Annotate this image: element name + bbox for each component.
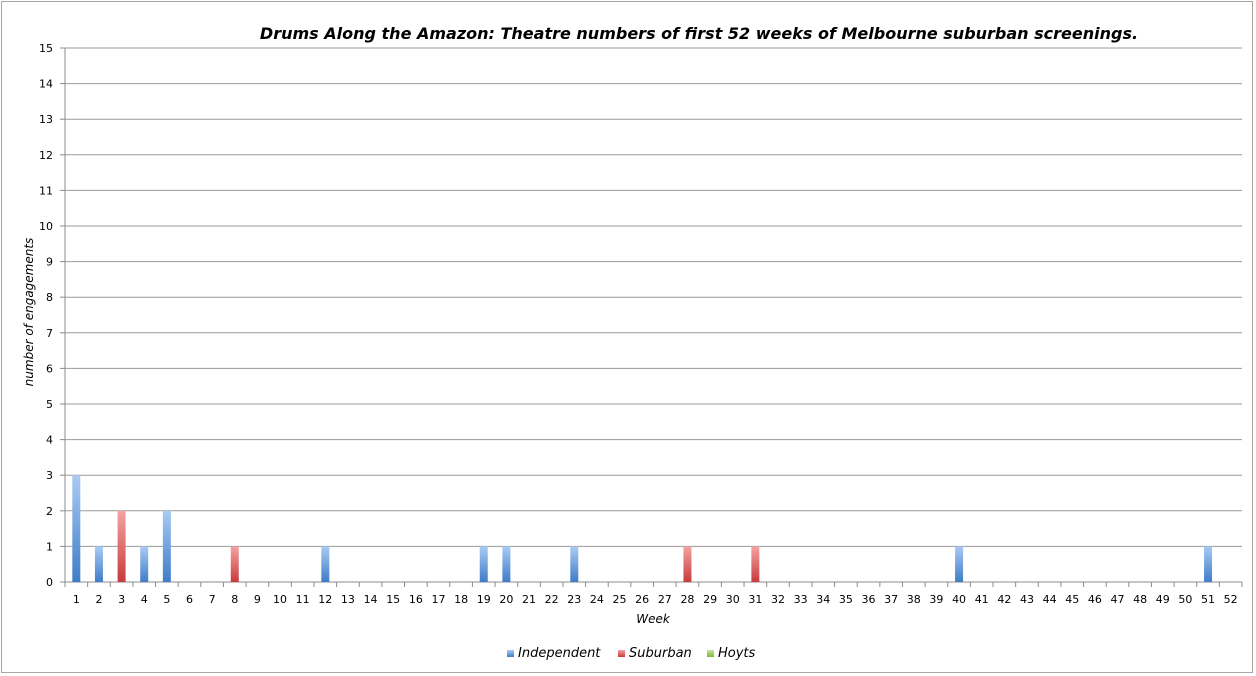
bar-suburban-week-3: [117, 510, 126, 582]
x-tick-label: 50: [1178, 593, 1192, 606]
x-tick-label: 43: [1020, 593, 1034, 606]
y-tick-label: 8: [46, 291, 53, 304]
x-axis-label: Week: [636, 612, 671, 626]
x-tick-label: 23: [567, 593, 581, 606]
legend-label-suburban: Suburban: [629, 646, 692, 661]
bar-independent-week-4: [140, 546, 149, 582]
x-tick-label: 37: [884, 593, 898, 606]
legend-label-hoyts: Hoyts: [718, 646, 756, 661]
x-tick-label: 27: [658, 593, 672, 606]
y-tick-label: 11: [39, 184, 53, 197]
x-tick-label: 34: [816, 593, 830, 606]
x-tick-label: 15: [386, 593, 400, 606]
x-tick-label: 38: [907, 593, 921, 606]
x-tick-label: 6: [186, 593, 193, 606]
x-tick-label: 12: [318, 593, 332, 606]
x-tick-label: 41: [975, 593, 989, 606]
x-tick-label: 44: [1043, 593, 1057, 606]
y-tick-label: 1: [46, 540, 53, 553]
x-tick-label: 21: [522, 593, 536, 606]
legend-swatch-independent: [507, 650, 514, 657]
x-tick-label: 4: [141, 593, 148, 606]
legend-swatch-hoyts: [707, 650, 714, 657]
gridlines: [60, 47, 1242, 583]
x-tick-label: 48: [1133, 593, 1147, 606]
y-tick-label: 10: [39, 220, 53, 233]
x-tick-label: 46: [1088, 593, 1102, 606]
x-tick-label: 31: [748, 593, 762, 606]
y-tick-label: 15: [39, 42, 53, 55]
x-tick-label: 33: [794, 593, 808, 606]
bar-independent-week-12: [321, 546, 330, 582]
x-tick-label: 3: [118, 593, 125, 606]
x-tick-label: 5: [163, 593, 170, 606]
y-tick-label: 12: [39, 149, 53, 162]
y-tick-label: 6: [46, 362, 53, 375]
legend: Independent Suburban Hoyts: [507, 646, 756, 661]
x-tick-label: 35: [839, 593, 853, 606]
y-axis-label: number of engagements: [22, 238, 36, 387]
x-tick-label: 25: [613, 593, 627, 606]
bar-independent-week-40: [955, 546, 964, 582]
x-tick-label: 30: [726, 593, 740, 606]
y-tick-label: 14: [39, 78, 53, 91]
x-tick-label: 13: [341, 593, 355, 606]
bar-suburban-week-28: [683, 546, 692, 582]
x-tick-label: 22: [545, 593, 559, 606]
legend-label-independent: Independent: [518, 646, 601, 661]
bar-suburban-week-8: [230, 546, 239, 582]
x-tick-label: 45: [1065, 593, 1079, 606]
bar-independent-week-1: [72, 475, 81, 582]
x-axis-ticks: 1 2 3 4 5 6 7 8 9 10 11 12 13 14 15 16 17 18 19 20 21 22 23 24 2…: [64, 582, 1243, 606]
x-tick-label: 47: [1111, 593, 1125, 606]
x-tick-label: 20: [499, 593, 513, 606]
x-tick-label: 29: [703, 593, 717, 606]
bar-independent-week-23: [570, 546, 579, 582]
x-tick-label: 2: [95, 593, 102, 606]
x-tick-label: 39: [929, 593, 943, 606]
x-tick-label: 40: [952, 593, 966, 606]
x-tick-label: 9: [254, 593, 261, 606]
x-tick-label: 51: [1201, 593, 1215, 606]
y-tick-label: 7: [46, 327, 53, 340]
y-tick-label: 2: [46, 505, 53, 518]
x-tick-label: 11: [296, 593, 310, 606]
x-tick-label: 32: [771, 593, 785, 606]
bar-independent-week-51: [1204, 546, 1213, 582]
y-tick-label: 0: [46, 576, 53, 589]
x-tick-label: 18: [454, 593, 468, 606]
x-tick-label: 28: [680, 593, 694, 606]
y-tick-label: 3: [46, 469, 53, 482]
bars: [72, 475, 1213, 582]
x-tick-label: 19: [477, 593, 491, 606]
y-tick-label: 9: [46, 256, 53, 269]
x-tick-label: 8: [231, 593, 238, 606]
x-tick-label: 52: [1224, 593, 1238, 606]
chart-title: Drums Along the Amazon: Theatre numbers …: [260, 24, 1138, 43]
x-tick-label: 10: [273, 593, 287, 606]
bar-independent-week-19: [479, 546, 488, 582]
bar-independent-week-20: [502, 546, 511, 582]
x-tick-label: 36: [862, 593, 876, 606]
x-tick-label: 26: [635, 593, 649, 606]
x-tick-label: 1: [73, 593, 80, 606]
y-tick-label: 5: [46, 398, 53, 411]
bar-independent-week-2: [94, 546, 103, 582]
bar-suburban-week-31: [751, 546, 760, 582]
legend-swatch-suburban: [618, 650, 625, 657]
x-tick-label: 42: [997, 593, 1011, 606]
bar-independent-week-5: [162, 510, 171, 582]
y-tick-label: 13: [39, 113, 53, 126]
x-tick-label: 24: [590, 593, 604, 606]
y-tick-label: 4: [46, 434, 53, 447]
x-tick-label: 14: [364, 593, 378, 606]
x-tick-label: 7: [209, 593, 216, 606]
x-tick-label: 17: [431, 593, 445, 606]
x-tick-label: 49: [1156, 593, 1170, 606]
x-tick-label: 16: [409, 593, 423, 606]
